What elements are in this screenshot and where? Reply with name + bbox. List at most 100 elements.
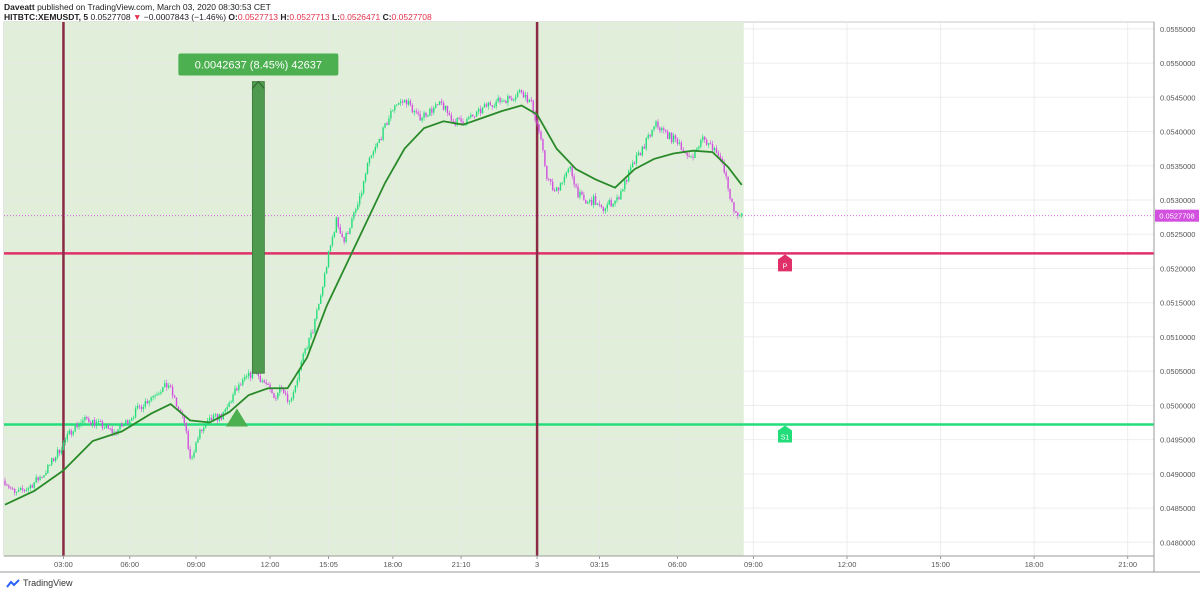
candle-body[interactable] bbox=[702, 136, 704, 141]
candle-body[interactable] bbox=[429, 108, 431, 116]
candle-body[interactable] bbox=[526, 94, 529, 103]
candle-body[interactable] bbox=[111, 428, 113, 434]
candle-body[interactable] bbox=[91, 419, 94, 425]
candle-body[interactable] bbox=[82, 420, 84, 423]
candle-body[interactable] bbox=[475, 111, 478, 117]
candle-body[interactable] bbox=[191, 457, 193, 459]
candle-body[interactable] bbox=[690, 156, 692, 158]
candle-body[interactable] bbox=[433, 107, 435, 113]
candle-body[interactable] bbox=[12, 488, 14, 490]
candle-body[interactable] bbox=[421, 117, 423, 121]
candle-body[interactable] bbox=[109, 428, 111, 430]
candle-body[interactable] bbox=[140, 406, 143, 410]
candle-body[interactable] bbox=[548, 178, 550, 180]
candle-body[interactable] bbox=[717, 152, 720, 156]
candle-body[interactable] bbox=[366, 163, 369, 175]
candle-body[interactable] bbox=[17, 489, 20, 492]
candle-body[interactable] bbox=[257, 372, 260, 376]
candle-body[interactable] bbox=[501, 100, 503, 102]
candle-body[interactable] bbox=[119, 423, 121, 430]
candle-body[interactable] bbox=[117, 429, 119, 434]
candle-body[interactable] bbox=[60, 450, 63, 454]
candle-body[interactable] bbox=[132, 417, 135, 419]
candle-body[interactable] bbox=[195, 442, 197, 453]
candle-body[interactable] bbox=[62, 442, 65, 451]
candle-body[interactable] bbox=[571, 166, 573, 177]
candle-body[interactable] bbox=[107, 425, 109, 429]
candle-body[interactable] bbox=[72, 431, 74, 435]
candle-body[interactable] bbox=[169, 385, 172, 387]
buy-signal-triangle-icon[interactable] bbox=[225, 408, 248, 427]
candle-body[interactable] bbox=[302, 353, 304, 362]
candle-body[interactable] bbox=[401, 101, 404, 103]
candle-body[interactable] bbox=[372, 151, 375, 156]
candle-body[interactable] bbox=[647, 134, 649, 139]
candle-body[interactable] bbox=[674, 135, 677, 139]
candle-body[interactable] bbox=[355, 209, 357, 213]
candle-body[interactable] bbox=[392, 110, 394, 112]
candle-body[interactable] bbox=[553, 190, 556, 192]
candle-body[interactable] bbox=[205, 423, 207, 428]
candle-body[interactable] bbox=[694, 149, 696, 158]
candle-body[interactable] bbox=[129, 420, 131, 425]
candle-body[interactable] bbox=[546, 165, 548, 179]
candle-body[interactable] bbox=[382, 127, 384, 140]
candle-body[interactable] bbox=[312, 332, 314, 334]
candle-body[interactable] bbox=[579, 191, 581, 198]
candle-body[interactable] bbox=[594, 196, 597, 205]
candle-body[interactable] bbox=[362, 181, 365, 194]
candle-body[interactable] bbox=[121, 423, 123, 427]
candle-body[interactable] bbox=[244, 376, 246, 380]
candle-body[interactable] bbox=[150, 397, 152, 401]
candle-body[interactable] bbox=[462, 121, 464, 125]
candle-body[interactable] bbox=[672, 135, 675, 143]
candle-body[interactable] bbox=[175, 397, 178, 407]
candle-body[interactable] bbox=[269, 384, 271, 390]
candle-body[interactable] bbox=[411, 105, 414, 113]
candle-body[interactable] bbox=[561, 182, 564, 184]
candle-body[interactable] bbox=[444, 105, 447, 110]
candle-body[interactable] bbox=[31, 485, 33, 488]
candle-body[interactable] bbox=[592, 196, 595, 205]
candle-body[interactable] bbox=[419, 114, 421, 121]
candle-body[interactable] bbox=[655, 121, 657, 127]
candle-body[interactable] bbox=[682, 149, 684, 152]
candle-body[interactable] bbox=[283, 388, 285, 393]
candle-body[interactable] bbox=[76, 424, 78, 428]
candle-body[interactable] bbox=[649, 134, 651, 137]
candle-body[interactable] bbox=[49, 464, 51, 466]
candle-body[interactable] bbox=[499, 97, 501, 102]
candle-body[interactable] bbox=[628, 170, 630, 182]
candle-body[interactable] bbox=[265, 382, 267, 384]
measure-bar[interactable] bbox=[251, 81, 265, 374]
candle-body[interactable] bbox=[631, 162, 634, 168]
candle-body[interactable] bbox=[226, 406, 228, 410]
candle-body[interactable] bbox=[452, 120, 454, 122]
candle-body[interactable] bbox=[686, 152, 688, 156]
candle-body[interactable] bbox=[134, 408, 137, 418]
candle-body[interactable] bbox=[616, 197, 618, 201]
candle-body[interactable] bbox=[614, 200, 616, 204]
candle-body[interactable] bbox=[130, 418, 133, 421]
candle-body[interactable] bbox=[279, 387, 281, 393]
candle-body[interactable] bbox=[384, 123, 386, 128]
candle-body[interactable] bbox=[105, 425, 108, 428]
candle-body[interactable] bbox=[8, 485, 10, 488]
candle-body[interactable] bbox=[25, 489, 28, 491]
candle-body[interactable] bbox=[273, 393, 275, 399]
candle-body[interactable] bbox=[323, 273, 326, 287]
candle-body[interactable] bbox=[6, 484, 8, 486]
candle-body[interactable] bbox=[641, 146, 644, 156]
candle-body[interactable] bbox=[232, 394, 234, 402]
candle-body[interactable] bbox=[146, 401, 148, 404]
candle-body[interactable] bbox=[645, 138, 647, 149]
candle-body[interactable] bbox=[425, 112, 427, 117]
candle-body[interactable] bbox=[583, 194, 585, 200]
candle-body[interactable] bbox=[466, 118, 468, 125]
candle-body[interactable] bbox=[436, 104, 439, 106]
candle-body[interactable] bbox=[495, 101, 497, 107]
candle-body[interactable] bbox=[14, 489, 16, 493]
candle-body[interactable] bbox=[370, 155, 373, 158]
candle-body[interactable] bbox=[460, 118, 462, 122]
candle-body[interactable] bbox=[483, 104, 486, 108]
